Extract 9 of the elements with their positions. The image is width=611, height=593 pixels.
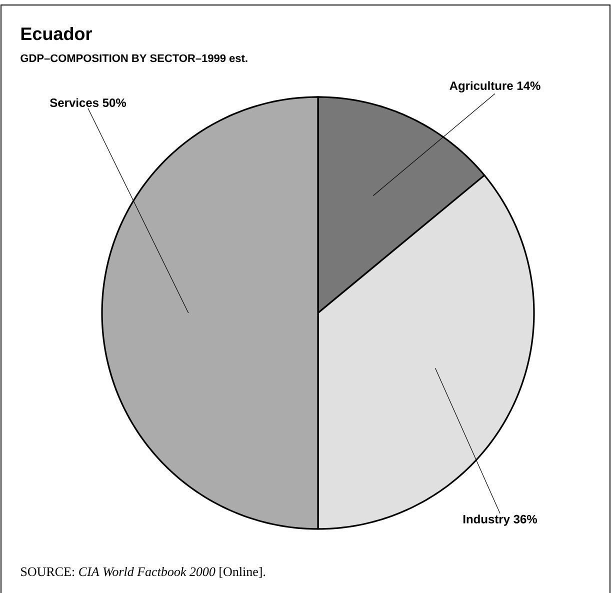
slice-label: Services xyxy=(50,98,99,107)
chart-title: Ecuador xyxy=(21,26,92,40)
chart-subtitle: GDP–COMPOSITION BY SECTOR–1999 est. xyxy=(20,54,248,62)
slice-label: Agriculture xyxy=(450,80,513,92)
source-note: SOURCE: CIA World Factbook 2000 [Online]. xyxy=(21,566,266,578)
data-label: 36% xyxy=(514,514,538,524)
data-label: 14% xyxy=(517,81,540,90)
slice-label: Industry xyxy=(463,514,510,526)
data-label: 50% xyxy=(102,98,126,107)
